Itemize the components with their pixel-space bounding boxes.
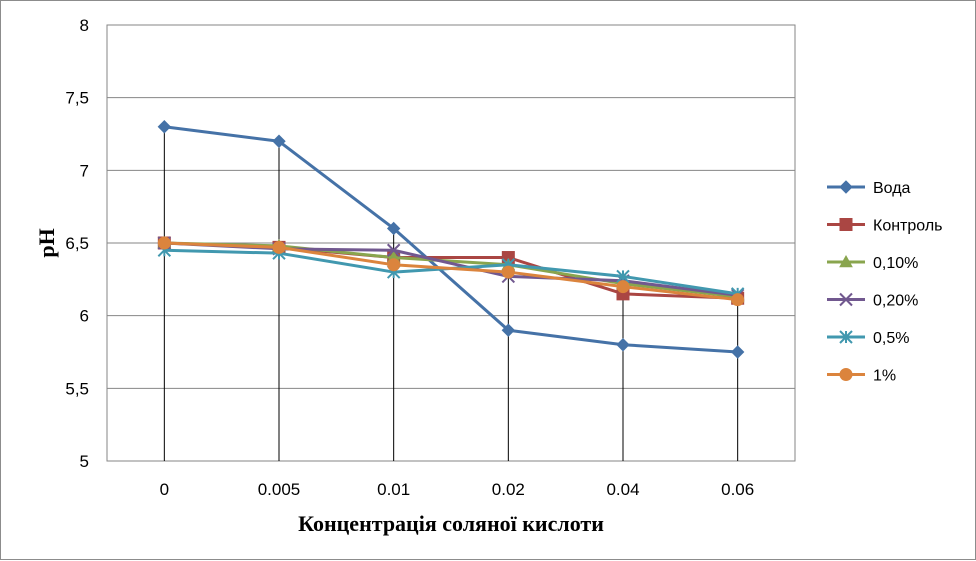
data-point [839,330,853,344]
y-axis-title: pH [34,228,59,257]
legend-label: 0,10% [873,255,918,272]
data-point [616,338,630,352]
x-tick-label: 0.06 [721,480,754,499]
legend-item: 0,10% [827,254,918,272]
data-point [616,280,630,294]
data-point [839,292,853,307]
series [157,120,745,359]
x-axis-title: Концентрація соляної кислоти [298,511,604,536]
data-point [157,236,171,250]
data-point [839,254,853,268]
y-tick-labels: 5 5,5 6 6,5 7 7,5 8 [65,16,89,471]
marker-stroke [386,243,401,257]
y-tick-label: 5 [80,452,89,471]
legend-label: 0,20% [873,293,918,310]
data-point [839,180,853,194]
x-tick-label: 0.01 [377,480,410,499]
data-point [157,120,172,134]
data-point [501,265,515,279]
legend: Вода Контроль 0,10% 0,20% 0,5% 1% [827,180,943,385]
data-point [501,323,516,337]
y-tick-label: 7,5 [65,89,89,108]
x-tick-label: 0.04 [606,480,639,499]
x-tick-label: 0.005 [258,480,301,499]
legend-label: Контроль [873,218,943,235]
x-tick-label: 0 [160,480,169,499]
y-tick-label: 7 [80,161,89,180]
marker-stroke [839,292,853,307]
legend-item: Вода [827,180,911,197]
x-tick-label: 0.02 [492,480,525,499]
legend-label: 0,5% [873,330,909,347]
y-tick-label: 5,5 [65,379,89,398]
series-line [164,125,738,354]
data-point [730,345,745,359]
legend-item: 0,20% [827,293,918,310]
y-tick-label: 6,5 [65,234,89,253]
data-point [386,221,401,236]
drop-lines [163,126,739,461]
data-point [272,240,286,254]
series-group [157,120,745,359]
data-point [839,368,853,381]
data-point [272,134,286,148]
y-tick-label: 8 [80,16,89,35]
y-tick-label: 6 [80,307,89,326]
legend-item: 0,5% [827,330,909,347]
data-point [839,218,853,231]
series-line [164,241,738,302]
data-point [386,243,401,257]
series [157,236,745,307]
legend-label: 1% [873,368,896,385]
x-tick-labels: 0 0.005 0.01 0.02 0.04 0.06 [160,480,755,499]
data-point [731,293,745,307]
legend-item: Контроль [827,218,943,235]
legend-label: Вода [873,180,911,197]
legend-item: 1% [827,368,896,385]
data-point [387,258,401,272]
